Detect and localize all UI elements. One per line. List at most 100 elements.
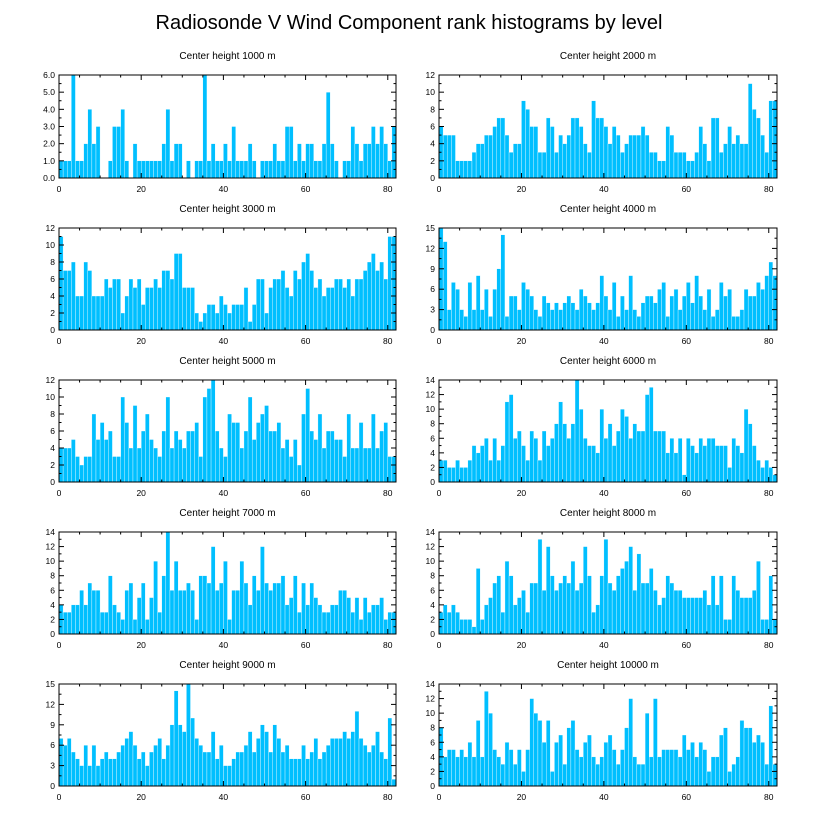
bar bbox=[79, 590, 84, 635]
bar bbox=[484, 289, 489, 331]
y-tick-label: 10 bbox=[46, 240, 56, 250]
bar bbox=[719, 575, 724, 635]
bar bbox=[517, 430, 522, 483]
bar bbox=[772, 100, 778, 179]
bar bbox=[694, 756, 699, 787]
bar bbox=[438, 459, 444, 483]
bar bbox=[223, 143, 228, 179]
bar bbox=[521, 100, 526, 179]
bar bbox=[371, 413, 376, 483]
bar bbox=[371, 745, 376, 787]
bar bbox=[338, 738, 343, 787]
bar bbox=[288, 295, 294, 331]
bar bbox=[235, 751, 241, 787]
y-tick-label: 0 bbox=[50, 629, 55, 639]
bar bbox=[475, 568, 481, 635]
bar bbox=[504, 134, 510, 179]
bar bbox=[550, 438, 555, 483]
x-tick-label: 80 bbox=[764, 640, 774, 650]
bar bbox=[595, 452, 600, 483]
bar bbox=[383, 143, 388, 179]
bar bbox=[141, 160, 146, 179]
bar bbox=[75, 295, 80, 331]
y-tick-label: 12 bbox=[46, 375, 56, 385]
y-tick-label: 2 bbox=[50, 308, 55, 318]
bar bbox=[317, 160, 323, 179]
bar bbox=[186, 430, 191, 483]
bar bbox=[330, 604, 335, 635]
x-tick-label: 0 bbox=[57, 488, 62, 498]
x-tick-label: 0 bbox=[57, 792, 62, 802]
bar bbox=[537, 316, 543, 331]
bar bbox=[301, 261, 306, 331]
bar bbox=[342, 287, 347, 331]
y-tick-label: 8 bbox=[50, 409, 55, 419]
bar bbox=[529, 430, 534, 483]
bar bbox=[387, 717, 393, 787]
bar bbox=[231, 590, 236, 635]
bar bbox=[251, 304, 257, 331]
bar bbox=[71, 751, 76, 787]
bar bbox=[698, 438, 703, 483]
bar bbox=[574, 309, 580, 331]
bar bbox=[714, 756, 720, 787]
bar bbox=[521, 771, 526, 787]
bar bbox=[504, 560, 510, 635]
panel-4: Center height 4000 m 0 20 40 60 80 0 3 6 9 12 15 bbox=[426, 204, 778, 346]
bar bbox=[719, 282, 724, 331]
bar bbox=[513, 295, 518, 331]
bar bbox=[467, 619, 473, 635]
bar bbox=[545, 445, 551, 483]
bar bbox=[293, 160, 298, 179]
panel-title: Center height 10000 m bbox=[557, 660, 659, 671]
bar bbox=[350, 447, 356, 483]
bar bbox=[256, 422, 261, 483]
bar bbox=[354, 711, 360, 787]
bar bbox=[624, 416, 629, 483]
bar bbox=[706, 438, 712, 483]
bar bbox=[455, 459, 460, 483]
bar bbox=[145, 619, 150, 635]
bar bbox=[508, 394, 514, 483]
bar bbox=[611, 590, 617, 635]
bar bbox=[202, 312, 208, 331]
panel-6: Center height 6000 m 0 20 40 60 80 0 2 4 6 8 10 12 14 bbox=[426, 356, 778, 498]
bar bbox=[153, 560, 158, 635]
bar bbox=[677, 309, 683, 331]
bar bbox=[587, 152, 592, 179]
bar bbox=[657, 160, 662, 179]
bar bbox=[91, 413, 97, 483]
bar bbox=[599, 408, 605, 483]
bar bbox=[727, 467, 732, 483]
bar bbox=[276, 160, 282, 179]
bar bbox=[640, 763, 646, 787]
bar bbox=[116, 456, 121, 483]
bar bbox=[698, 597, 703, 635]
bar bbox=[550, 126, 555, 179]
bar bbox=[260, 724, 265, 787]
bar bbox=[71, 261, 76, 331]
panel-10: Center height 10000 m 0 20 40 60 80 0 2 4 6 8 10 12 1… bbox=[426, 660, 778, 802]
bar bbox=[554, 423, 559, 483]
bar bbox=[545, 117, 551, 179]
bar bbox=[566, 582, 572, 635]
x-tick-label: 80 bbox=[764, 792, 774, 802]
x-tick-label: 80 bbox=[383, 336, 393, 346]
bar bbox=[379, 430, 384, 483]
bar bbox=[169, 160, 175, 179]
bar bbox=[714, 117, 720, 179]
bar bbox=[702, 143, 708, 179]
bar bbox=[91, 143, 97, 179]
bar bbox=[132, 287, 138, 331]
bar bbox=[653, 698, 658, 787]
bar bbox=[247, 731, 253, 787]
bar bbox=[202, 751, 208, 787]
bar bbox=[198, 160, 204, 179]
x-tick-label: 80 bbox=[383, 792, 393, 802]
bar bbox=[194, 738, 199, 787]
bar bbox=[104, 611, 109, 635]
y-tick-label: 6 bbox=[430, 284, 435, 294]
bar bbox=[591, 100, 596, 179]
bar bbox=[459, 749, 464, 787]
